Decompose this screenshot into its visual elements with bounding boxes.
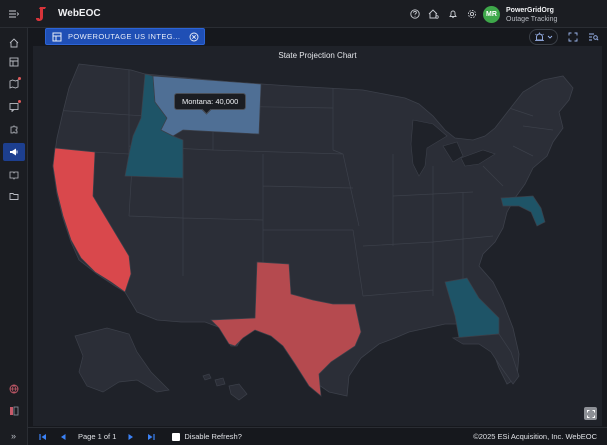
last-page-icon[interactable] [144, 430, 158, 444]
great-lakes [410, 119, 496, 177]
disable-refresh-label: Disable Refresh? [184, 432, 242, 441]
expand-icon[interactable] [568, 32, 578, 42]
board-icon[interactable] [3, 53, 25, 71]
state-alaska[interactable] [74, 327, 170, 393]
fullscreen-icon [586, 409, 595, 418]
sidebar [0, 28, 28, 445]
home-icon[interactable] [3, 34, 25, 52]
state-projection-panel: State Projection Chart Montana: 40,000 [33, 46, 602, 426]
brand-name: WebEOC [58, 8, 101, 19]
page-indicator: Page 1 of 1 [78, 432, 117, 441]
siren-icon [535, 32, 544, 41]
webeoc-logo-icon [36, 6, 46, 21]
state-florida[interactable] [451, 333, 520, 385]
user-role: Outage Tracking [506, 16, 558, 23]
megaphone-icon[interactable] [3, 143, 25, 161]
previous-page-icon[interactable] [56, 430, 70, 444]
menu-toggle-icon[interactable] [0, 0, 28, 28]
tab-tools [529, 28, 599, 46]
copyright-text: ©2025 ESi Acquisition, Inc. WebEOC [473, 432, 597, 441]
list-search-icon[interactable] [588, 32, 599, 42]
bell-icon[interactable] [443, 0, 462, 28]
expand-sidebar-icon[interactable]: » [0, 427, 28, 445]
disable-refresh-checkbox[interactable] [172, 432, 181, 441]
chat-notification-dot [18, 100, 21, 103]
book-icon[interactable] [3, 166, 25, 184]
chevron-down-icon [547, 35, 553, 39]
puzzle-icon[interactable] [3, 120, 25, 138]
gear-icon[interactable] [462, 0, 481, 28]
map-notification-dot [18, 77, 21, 80]
tab-label: POWEROUTAGE US INTEG... [68, 32, 181, 41]
avatar[interactable]: MR [483, 6, 500, 23]
user-org-block[interactable]: PowerGridOrg Outage Tracking [506, 6, 557, 24]
folder-icon[interactable] [3, 187, 25, 205]
us-map [52, 63, 574, 401]
map-tooltip: Montana: 40,000 [174, 93, 247, 110]
help-icon[interactable] [405, 0, 424, 28]
next-page-icon[interactable] [124, 430, 138, 444]
top-bar: WebEOC MR PowerGridOrg Outage Tracking [0, 0, 607, 28]
state-california[interactable] [52, 147, 132, 293]
home-alert-icon[interactable] [424, 0, 443, 28]
chart-title: State Projection Chart [278, 51, 357, 60]
board-tab-icon [52, 32, 62, 41]
bottom-bar: Page 1 of 1 Disable Refresh? ©2025 ESi A… [28, 427, 607, 445]
first-page-icon[interactable] [36, 430, 50, 444]
user-org-name: PowerGridOrg [506, 7, 554, 14]
map-icon[interactable] [3, 75, 25, 93]
state-maryland[interactable] [500, 195, 546, 227]
tab-strip: POWEROUTAGE US INTEG... [28, 28, 607, 46]
fullscreen-button[interactable] [584, 407, 597, 420]
alert-dropdown-button[interactable] [529, 29, 558, 45]
chat-icon[interactable] [3, 98, 25, 116]
state-hawaii[interactable] [202, 373, 248, 401]
tab-poweroutage[interactable]: POWEROUTAGE US INTEG... [45, 28, 205, 45]
close-tab-icon[interactable] [189, 32, 199, 42]
state-texas[interactable] [210, 261, 362, 397]
panel-icon[interactable] [3, 402, 25, 420]
globe-icon[interactable] [3, 380, 25, 398]
